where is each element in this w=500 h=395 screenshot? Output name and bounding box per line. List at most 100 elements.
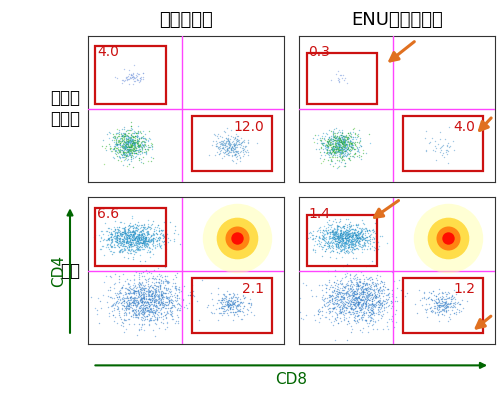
Point xyxy=(446,316,454,323)
Point xyxy=(353,145,361,152)
Point xyxy=(146,293,154,299)
Point xyxy=(336,250,344,256)
Point xyxy=(128,235,136,242)
Bar xyxy=(192,116,272,171)
Point xyxy=(134,231,141,237)
Point xyxy=(142,235,150,241)
Point xyxy=(150,287,158,293)
Point xyxy=(378,301,386,308)
Point xyxy=(135,71,143,77)
Point xyxy=(350,310,358,316)
Point xyxy=(120,142,128,149)
Point xyxy=(344,238,352,244)
Point xyxy=(340,223,347,229)
Point xyxy=(338,228,345,235)
Point xyxy=(436,301,444,308)
Point xyxy=(344,308,352,315)
Point xyxy=(227,147,235,153)
Point xyxy=(128,144,136,150)
Point xyxy=(330,295,338,301)
Point xyxy=(346,272,354,278)
Point xyxy=(172,282,179,289)
Point xyxy=(334,223,342,229)
Point xyxy=(352,308,360,314)
Point xyxy=(91,232,99,239)
Point xyxy=(116,140,124,146)
Point xyxy=(340,137,347,143)
Point xyxy=(127,231,135,238)
Point xyxy=(350,297,358,303)
Point xyxy=(336,307,344,314)
Point xyxy=(119,154,127,160)
Point xyxy=(346,138,354,145)
Point xyxy=(369,310,377,316)
Point xyxy=(360,235,368,241)
Point xyxy=(328,146,336,152)
Text: 4.0: 4.0 xyxy=(454,120,475,134)
Point xyxy=(121,143,129,149)
Point xyxy=(330,305,338,312)
Point xyxy=(344,243,352,250)
Point xyxy=(138,239,145,245)
Point xyxy=(338,236,346,242)
Point xyxy=(342,304,349,310)
Point xyxy=(347,304,355,310)
Point xyxy=(444,147,452,153)
Point xyxy=(134,232,142,238)
Point xyxy=(119,236,127,242)
Point xyxy=(444,291,452,297)
Point xyxy=(340,138,348,144)
Point xyxy=(141,314,149,320)
Point xyxy=(370,304,378,310)
Point xyxy=(354,282,362,288)
Point xyxy=(329,138,337,144)
Point xyxy=(327,144,335,150)
Point xyxy=(334,139,342,146)
Point xyxy=(368,280,376,286)
Point xyxy=(152,224,160,230)
Point xyxy=(120,133,128,139)
Point xyxy=(362,291,370,297)
Point xyxy=(374,280,382,287)
Point xyxy=(340,236,347,242)
Point xyxy=(118,143,126,149)
Point xyxy=(126,75,134,82)
Point xyxy=(132,235,140,241)
Point xyxy=(342,229,350,235)
Point xyxy=(380,307,388,313)
Point xyxy=(148,308,156,315)
Point xyxy=(328,158,336,165)
Point xyxy=(142,278,150,285)
Point xyxy=(124,226,132,232)
Point xyxy=(351,299,359,306)
Point xyxy=(364,287,372,293)
Point xyxy=(337,239,345,246)
Point xyxy=(144,247,152,253)
Point xyxy=(231,148,239,154)
Point xyxy=(220,128,228,135)
Point xyxy=(336,147,344,153)
Point xyxy=(335,133,343,139)
Point xyxy=(325,235,333,241)
Point xyxy=(366,282,374,288)
Point xyxy=(113,230,121,237)
Point xyxy=(338,235,346,241)
Point xyxy=(139,308,147,314)
Point xyxy=(350,290,358,297)
Point xyxy=(339,294,347,301)
Point xyxy=(324,151,332,157)
Point xyxy=(360,308,368,314)
Point xyxy=(203,304,211,310)
Point xyxy=(354,239,362,246)
Point xyxy=(340,144,348,150)
Point xyxy=(134,241,142,247)
Point xyxy=(145,318,153,324)
Point xyxy=(223,148,231,154)
Point xyxy=(127,239,135,245)
Point xyxy=(118,243,126,249)
Point xyxy=(346,143,354,149)
Point xyxy=(331,267,339,273)
Point xyxy=(327,128,335,134)
Point xyxy=(124,246,132,253)
Point xyxy=(384,323,392,329)
